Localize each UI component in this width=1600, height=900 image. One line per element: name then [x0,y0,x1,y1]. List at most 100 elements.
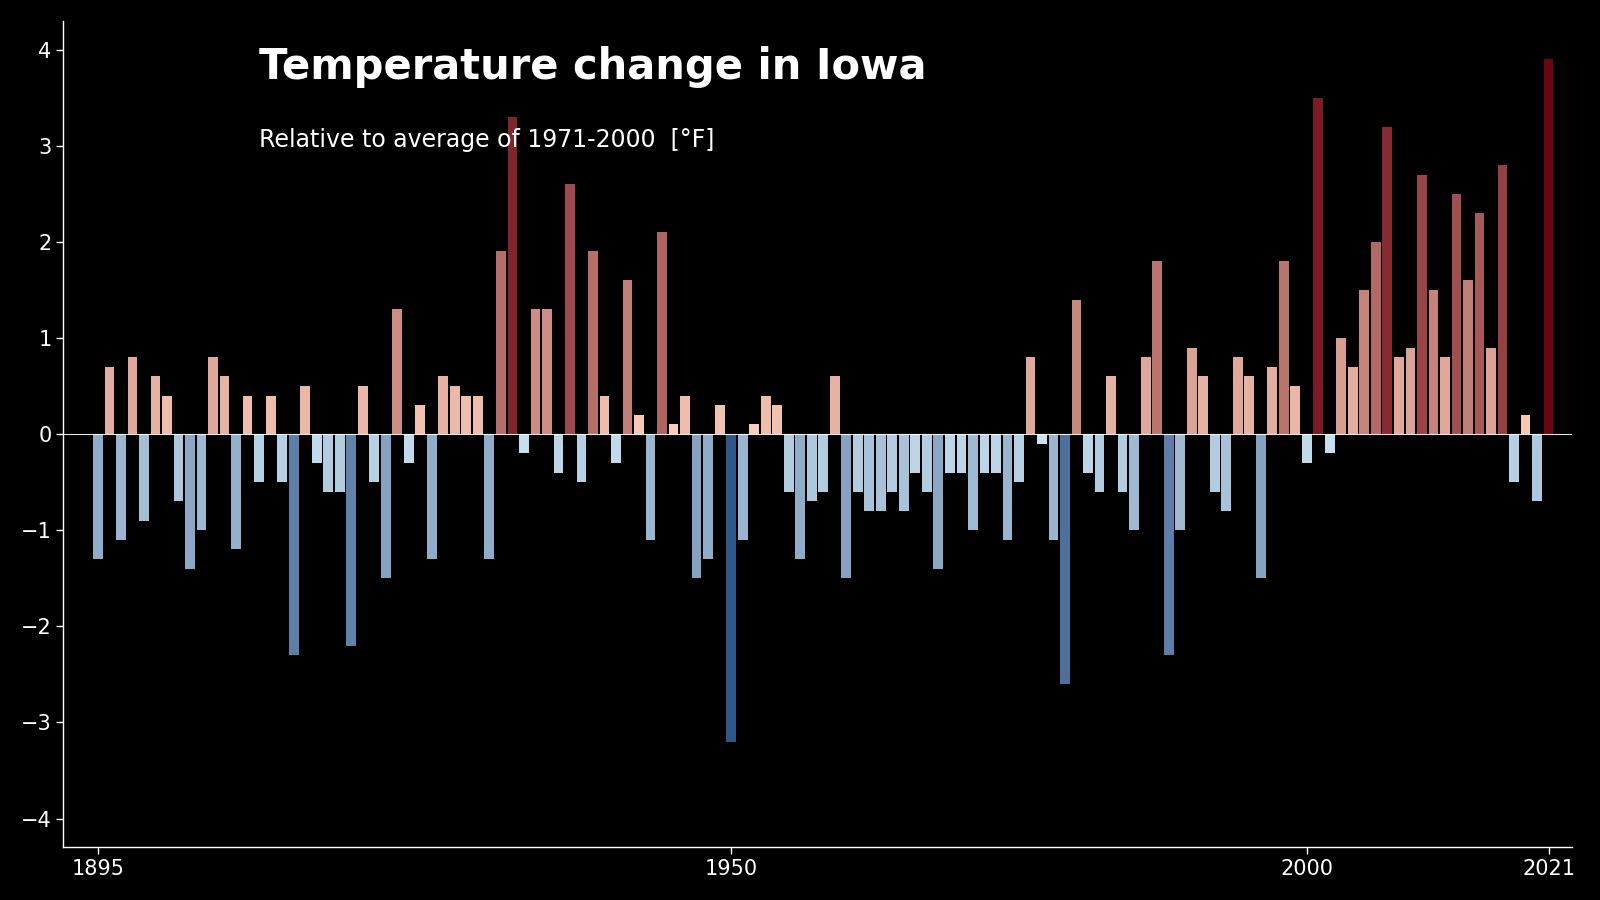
Bar [254,434,264,482]
Bar [704,434,714,559]
Bar [1498,165,1507,434]
Bar [485,434,494,559]
Bar [1360,290,1370,434]
Bar [1234,357,1243,434]
Bar [266,396,275,434]
Bar [1130,434,1139,530]
Bar [416,405,426,434]
Bar [1083,434,1093,473]
Bar [1314,98,1323,434]
Bar [117,434,126,540]
Bar [933,434,944,569]
Bar [1094,434,1104,491]
Bar [1509,434,1518,482]
Bar [1003,434,1013,540]
Bar [749,425,758,434]
Bar [1336,338,1346,434]
Bar [507,117,517,434]
Bar [634,415,643,434]
Bar [600,396,610,434]
Bar [1118,434,1128,491]
Bar [162,396,171,434]
Bar [531,310,541,434]
Bar [910,434,920,473]
Bar [1486,347,1496,434]
Bar [1026,357,1035,434]
Bar [277,434,286,482]
Bar [243,396,253,434]
Bar [680,396,690,434]
Bar [323,434,333,491]
Bar [208,357,218,434]
Bar [542,310,552,434]
Bar [139,434,149,520]
Bar [1475,213,1485,434]
Bar [760,396,771,434]
Text: Relative to average of 1971-2000  [°F]: Relative to average of 1971-2000 [°F] [259,129,715,152]
Bar [128,357,138,434]
Bar [1267,367,1277,434]
Bar [346,434,357,645]
Bar [1072,300,1082,434]
Bar [1382,127,1392,434]
Bar [1176,434,1186,530]
Bar [1037,434,1046,444]
Bar [403,434,414,463]
Bar [565,184,574,434]
Bar [1256,434,1266,579]
Bar [888,434,898,491]
Bar [658,232,667,434]
Bar [150,376,160,434]
Bar [1278,261,1288,434]
Bar [1302,434,1312,463]
Bar [461,396,472,434]
Bar [186,434,195,569]
Bar [358,386,368,434]
Bar [1245,376,1254,434]
Bar [979,434,989,473]
Bar [1544,59,1554,434]
Bar [1048,434,1059,540]
Bar [1106,376,1115,434]
Bar [1394,357,1403,434]
Bar [669,425,678,434]
Bar [853,434,862,491]
Bar [784,434,794,491]
Bar [1347,367,1358,434]
Bar [806,434,816,501]
Bar [968,434,978,530]
Bar [1210,434,1219,491]
Bar [381,434,390,579]
Bar [104,367,114,434]
Bar [576,434,586,482]
Bar [1440,357,1450,434]
Bar [554,434,563,473]
Bar [1221,434,1230,511]
Bar [288,434,299,655]
Bar [1198,376,1208,434]
Bar [946,434,955,473]
Bar [1061,434,1070,684]
Bar [875,434,886,511]
Bar [1451,194,1461,434]
Bar [864,434,874,511]
Bar [197,434,206,530]
Bar [773,405,782,434]
Bar [1405,347,1416,434]
Bar [818,434,829,491]
Bar [1371,242,1381,434]
Bar [1520,415,1531,434]
Bar [518,434,530,454]
Bar [1014,434,1024,482]
Bar [1187,347,1197,434]
Bar [922,434,931,491]
Bar [174,434,184,501]
Bar [438,376,448,434]
Bar [496,251,506,434]
Bar [474,396,483,434]
Bar [219,376,229,434]
Bar [990,434,1002,473]
Bar [957,434,966,473]
Bar [1533,434,1542,501]
Bar [1152,261,1162,434]
